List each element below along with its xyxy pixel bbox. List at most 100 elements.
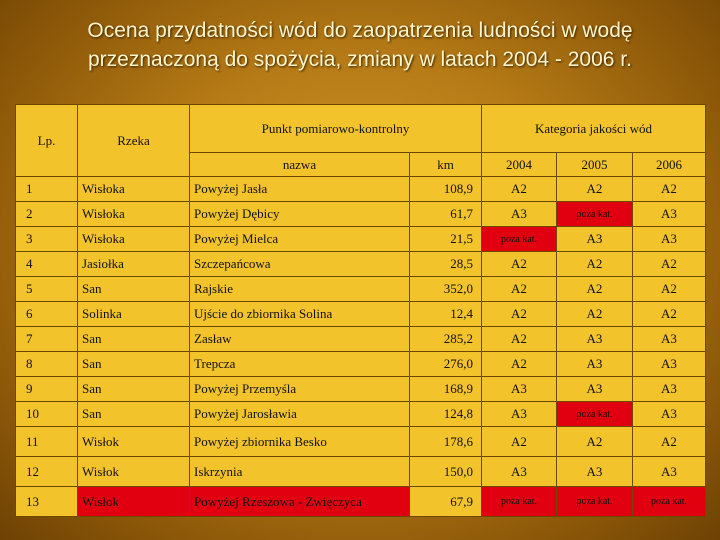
km-cell: 67,9 — [409, 486, 482, 517]
category-2004-cell: A2 — [481, 301, 557, 327]
category-2006-cell: A3 — [632, 401, 706, 427]
category-2005-cell: A2 — [556, 426, 633, 457]
table-row: 11 Wisłok Powyżej zbiornika Besko 178,6 A2 A2… — [15, 426, 706, 457]
table-row: 12 Wisłok Iskrzynia 150,0 A3 A3 A3 — [15, 456, 706, 487]
rzeka-cell: San — [77, 276, 190, 302]
lp-cell: 1 — [15, 176, 78, 202]
header-lp: Lp. — [15, 104, 78, 177]
category-2004-cell: A2 — [481, 326, 557, 352]
water-quality-table: Lp. Rzeka Punkt pomiarowo-kontrolny Kate… — [15, 104, 706, 517]
km-cell: 28,5 — [409, 251, 482, 277]
lp-cell: 6 — [15, 301, 78, 327]
lp-cell: 5 — [15, 276, 78, 302]
nazwa-cell: Iskrzynia — [189, 456, 410, 487]
rzeka-cell: Wisłoka — [77, 201, 190, 227]
lp-cell: 3 — [15, 226, 78, 252]
rzeka-cell: San — [77, 401, 190, 427]
rzeka-cell: Wisłoka — [77, 176, 190, 202]
header-2004: 2004 — [481, 152, 557, 177]
lp-cell: 7 — [15, 326, 78, 352]
header-punkt: Punkt pomiarowo-kontrolny — [189, 104, 482, 153]
nazwa-cell: Zasław — [189, 326, 410, 352]
table-row: 6 Solinka Ujście do zbiornika Solina 12,4 A2… — [15, 301, 706, 327]
km-cell: 276,0 — [409, 351, 482, 377]
lp-cell: 13 — [15, 486, 78, 517]
category-2004-cell: poza kat. — [481, 226, 557, 252]
rzeka-cell: Jasiołka — [77, 251, 190, 277]
nazwa-cell: Ujście do zbiornika Solina — [189, 301, 410, 327]
nazwa-cell: Szczepańcowa — [189, 251, 410, 277]
title-line-2: przeznaczoną do spożycia, zmiany w latac… — [88, 48, 632, 71]
table-body: 1 Wisłoka Powyżej Jasła 108,9 A2 A2 A2 2 Wisłoka… — [15, 176, 706, 517]
header-rzeka: Rzeka — [77, 104, 190, 177]
table-row: 2 Wisłoka Powyżej Dębicy 61,7 A3 poza kat. A3 — [15, 201, 706, 227]
table-row: 9 San Powyżej Przemyśla 168,9 A3 A3 A3 — [15, 376, 706, 402]
category-2004-cell: A2 — [481, 351, 557, 377]
header-km: km — [409, 152, 482, 177]
lp-cell: 2 — [15, 201, 78, 227]
category-2004-cell: A2 — [481, 426, 557, 457]
lp-cell: 12 — [15, 456, 78, 487]
lp-cell: 9 — [15, 376, 78, 402]
category-2006-cell: A3 — [632, 326, 706, 352]
header-nazwa: nazwa — [189, 152, 410, 177]
rzeka-cell: Solinka — [77, 301, 190, 327]
category-2006-cell: A2 — [632, 176, 706, 202]
nazwa-cell: Rajskie — [189, 276, 410, 302]
km-cell: 12,4 — [409, 301, 482, 327]
category-2005-cell: A2 — [556, 276, 633, 302]
category-2006-cell: A2 — [632, 426, 706, 457]
category-2006-cell: A2 — [632, 251, 706, 277]
lp-cell: 4 — [15, 251, 78, 277]
category-2006-cell: poza kat. — [632, 486, 706, 517]
category-2005-cell: A2 — [556, 301, 633, 327]
nazwa-cell: Powyżej Mielca — [189, 226, 410, 252]
table-row: 8 San Trepcza 276,0 A2 A3 A3 — [15, 351, 706, 377]
category-2006-cell: A3 — [632, 376, 706, 402]
category-2006-cell: A3 — [632, 351, 706, 377]
rzeka-cell: Wisłok — [77, 486, 190, 517]
table-row: 4 Jasiołka Szczepańcowa 28,5 A2 A2 A2 — [15, 251, 706, 277]
category-2005-cell: poza kat. — [556, 201, 633, 227]
category-2005-cell: A3 — [556, 226, 633, 252]
km-cell: 352,0 — [409, 276, 482, 302]
nazwa-cell: Powyżej zbiornika Besko — [189, 426, 410, 457]
category-2004-cell: A2 — [481, 276, 557, 302]
category-2005-cell: A2 — [556, 251, 633, 277]
category-2005-cell: poza kat. — [556, 401, 633, 427]
category-2005-cell: poza kat. — [556, 486, 633, 517]
category-2004-cell: A3 — [481, 456, 557, 487]
km-cell: 108,9 — [409, 176, 482, 202]
km-cell: 21,5 — [409, 226, 482, 252]
table-row: 10 San Powyżej Jarosławia 124,8 A3 poza kat. A… — [15, 401, 706, 427]
table-row: 5 San Rajskie 352,0 A2 A2 A2 — [15, 276, 706, 302]
nazwa-cell: Trepcza — [189, 351, 410, 377]
header-kategoria: Kategoria jakości wód — [481, 104, 706, 153]
category-2004-cell: poza kat. — [481, 486, 557, 517]
category-2005-cell: A3 — [556, 456, 633, 487]
rzeka-cell: San — [77, 326, 190, 352]
rzeka-cell: Wisłoka — [77, 226, 190, 252]
nazwa-cell: Powyżej Jarosławia — [189, 401, 410, 427]
km-cell: 168,9 — [409, 376, 482, 402]
table-row: 7 San Zasław 285,2 A2 A3 A3 — [15, 326, 706, 352]
km-cell: 178,6 — [409, 426, 482, 457]
header-2005: 2005 — [556, 152, 633, 177]
lp-cell: 8 — [15, 351, 78, 377]
nazwa-cell: Powyżej Dębicy — [189, 201, 410, 227]
km-cell: 124,8 — [409, 401, 482, 427]
category-2005-cell: A3 — [556, 326, 633, 352]
rzeka-cell: San — [77, 376, 190, 402]
category-2004-cell: A3 — [481, 376, 557, 402]
category-2005-cell: A2 — [556, 176, 633, 202]
category-2006-cell: A2 — [632, 301, 706, 327]
nazwa-cell: Powyżej Jasła — [189, 176, 410, 202]
category-2004-cell: A2 — [481, 176, 557, 202]
km-cell: 61,7 — [409, 201, 482, 227]
category-2005-cell: A3 — [556, 351, 633, 377]
title-line-1: Ocena przydatności wód do zaopatrzenia l… — [87, 19, 633, 42]
rzeka-cell: Wisłok — [77, 456, 190, 487]
lp-cell: 10 — [15, 401, 78, 427]
lp-cell: 11 — [15, 426, 78, 457]
header-2006: 2006 — [632, 152, 706, 177]
